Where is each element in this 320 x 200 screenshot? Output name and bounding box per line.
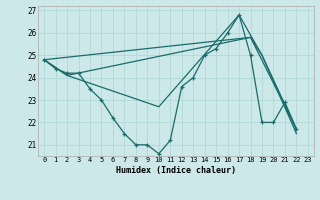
X-axis label: Humidex (Indice chaleur): Humidex (Indice chaleur) (116, 166, 236, 175)
